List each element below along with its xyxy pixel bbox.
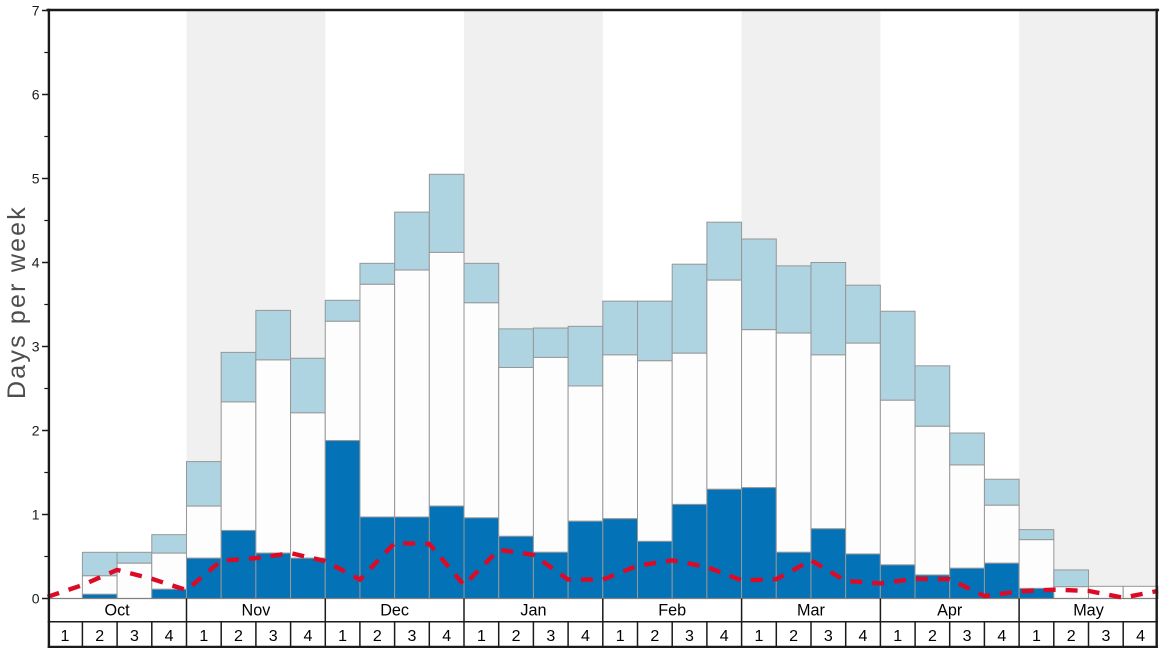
svg-text:3: 3 — [269, 628, 278, 645]
svg-text:2: 2 — [95, 628, 104, 645]
svg-text:2: 2 — [928, 628, 937, 645]
svg-text:6: 6 — [32, 87, 40, 103]
svg-text:4: 4 — [165, 628, 174, 645]
svg-text:Apr: Apr — [937, 601, 963, 619]
svg-text:4: 4 — [1136, 628, 1145, 645]
svg-text:4: 4 — [442, 628, 451, 645]
svg-text:Mar: Mar — [797, 601, 825, 619]
svg-text:2: 2 — [512, 628, 521, 645]
svg-text:4: 4 — [720, 628, 729, 645]
svg-text:2: 2 — [1067, 628, 1076, 645]
svg-text:2: 2 — [650, 628, 659, 645]
svg-text:1: 1 — [893, 628, 902, 645]
svg-text:Oct: Oct — [105, 601, 131, 619]
svg-text:3: 3 — [824, 628, 833, 645]
svg-text:1: 1 — [754, 628, 763, 645]
svg-text:3: 3 — [963, 628, 972, 645]
svg-text:2: 2 — [32, 423, 40, 439]
svg-text:3: 3 — [130, 628, 139, 645]
svg-text:2: 2 — [789, 628, 798, 645]
svg-text:4: 4 — [859, 628, 868, 645]
svg-text:Feb: Feb — [658, 601, 686, 619]
svg-text:Jan: Jan — [520, 601, 546, 619]
svg-text:4: 4 — [32, 255, 40, 271]
svg-text:Dec: Dec — [380, 601, 409, 619]
svg-text:3: 3 — [685, 628, 694, 645]
svg-text:1: 1 — [61, 628, 70, 645]
svg-text:5: 5 — [32, 171, 40, 187]
svg-text:1: 1 — [199, 628, 208, 645]
svg-text:May: May — [1073, 601, 1104, 619]
svg-text:3: 3 — [1101, 628, 1110, 645]
svg-text:Days per week: Days per week — [3, 205, 31, 399]
svg-text:3: 3 — [32, 339, 40, 355]
svg-text:2: 2 — [373, 628, 382, 645]
svg-text:Nov: Nov — [242, 601, 272, 619]
svg-text:1: 1 — [32, 507, 40, 523]
svg-text:1: 1 — [1032, 628, 1041, 645]
svg-text:4: 4 — [581, 628, 590, 645]
svg-text:4: 4 — [303, 628, 312, 645]
svg-text:3: 3 — [408, 628, 417, 645]
svg-text:3: 3 — [546, 628, 555, 645]
svg-text:2: 2 — [234, 628, 243, 645]
svg-text:7: 7 — [32, 3, 40, 19]
svg-text:1: 1 — [338, 628, 347, 645]
svg-text:0: 0 — [32, 591, 40, 607]
svg-text:1: 1 — [616, 628, 625, 645]
svg-text:4: 4 — [997, 628, 1006, 645]
svg-text:1: 1 — [477, 628, 486, 645]
